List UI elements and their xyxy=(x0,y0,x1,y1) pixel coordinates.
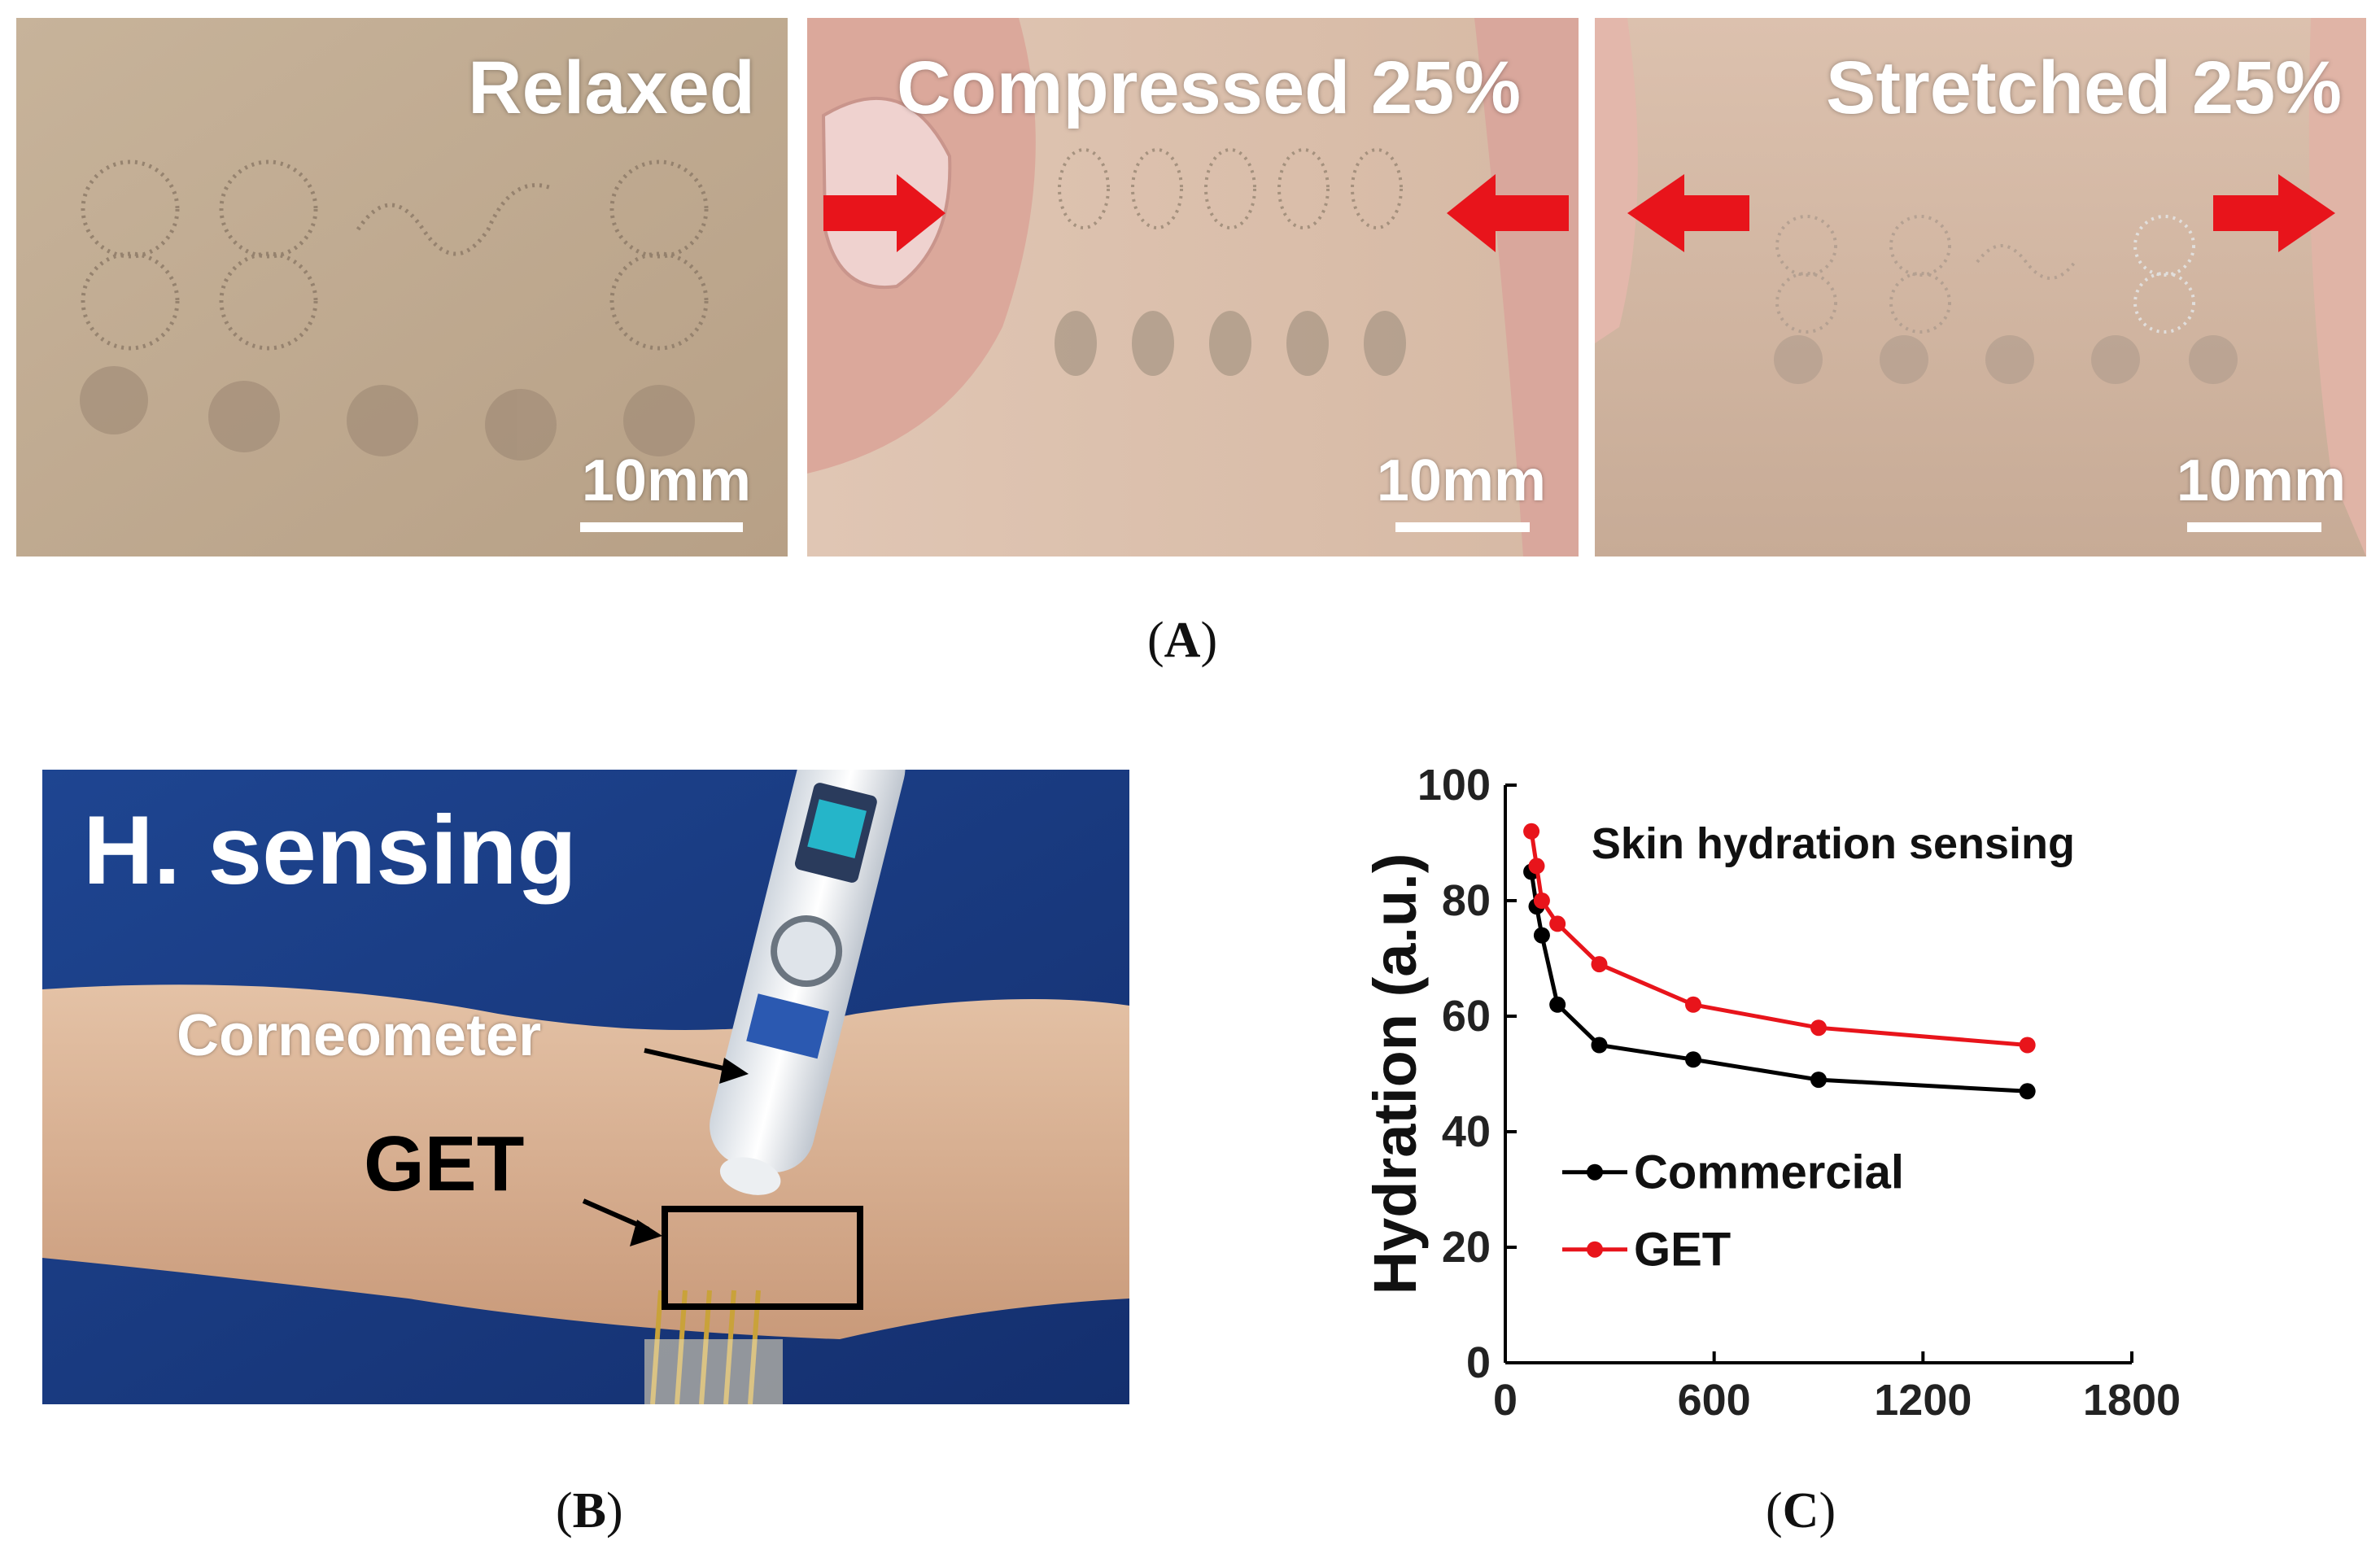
get-label: GET xyxy=(364,1120,525,1207)
corneometer-label: Corneometer xyxy=(177,1003,542,1068)
arrow-right-icon xyxy=(823,174,945,252)
hydration-chart: 0 20 40 60 80 100 0 600 1200 1800 Time (s) Hydratio… xyxy=(1269,749,2360,1490)
state-label: Stretched 25% xyxy=(1825,46,2342,129)
legend-marker xyxy=(1587,1241,1603,1258)
data-point-get xyxy=(1810,1019,1827,1037)
data-point-get xyxy=(1523,823,1540,840)
scale-bar xyxy=(1395,522,1530,532)
state-label: Relaxed xyxy=(468,46,755,129)
panel-label-c: (C) xyxy=(1766,1483,1836,1539)
arrow-right-icon xyxy=(2213,174,2335,252)
data-point-get xyxy=(1685,996,1701,1013)
data-point-get xyxy=(2019,1037,2036,1054)
data-point-commercial xyxy=(1591,1037,1608,1054)
series-line-commercial xyxy=(1529,871,2028,1093)
arrow-left-icon xyxy=(1447,174,1569,252)
x-tick-label: 600 xyxy=(1678,1376,1751,1425)
legend-label: Commercial xyxy=(1634,1146,1904,1199)
photo-arm-image xyxy=(42,770,1129,1404)
photo-hydration-sensing: H. sensing Corneometer GET xyxy=(42,770,1129,1404)
data-point-get xyxy=(1533,893,1550,909)
photo-stretched: Stretched 25% 10mm xyxy=(1595,18,2366,557)
x-tick-label: 1800 xyxy=(2083,1376,2181,1425)
data-point-commercial xyxy=(1549,996,1566,1013)
arrow-icon xyxy=(719,1058,749,1084)
photo-compressed-image xyxy=(807,18,1579,557)
legend-label: GET xyxy=(1634,1224,1731,1277)
scale-label: 10mm xyxy=(581,448,751,513)
scale-label: 10mm xyxy=(1376,448,1546,513)
data-point-get xyxy=(1528,858,1545,875)
x-axis-label: Time (s) xyxy=(1704,1422,1933,1432)
x-tick-label: 1200 xyxy=(1874,1376,1972,1425)
scale-label: 10mm xyxy=(2176,448,2346,513)
panel-label-a: (A) xyxy=(1147,613,1218,668)
photo-compressed: Compressed 25% 10mm xyxy=(807,18,1579,557)
data-point-commercial xyxy=(1810,1072,1827,1089)
chart-title: Skin hydration sensing xyxy=(1592,819,2075,868)
y-tick-label: 0 xyxy=(1466,1338,1491,1387)
arrow-left-icon xyxy=(1627,174,1749,252)
panel-label-b: (B) xyxy=(556,1483,623,1539)
y-tick-label: 80 xyxy=(1442,876,1491,925)
get-region-box xyxy=(662,1206,863,1310)
data-point-commercial xyxy=(1685,1051,1701,1068)
scale-bar xyxy=(2187,522,2321,532)
y-tick-label: 100 xyxy=(1417,761,1491,810)
photo-relaxed: Relaxed 10mm xyxy=(16,18,788,557)
panel-b-title: H. sensing xyxy=(83,796,577,905)
data-point-get xyxy=(1549,915,1566,932)
photo-relaxed-image xyxy=(16,18,788,557)
y-tick-label: 60 xyxy=(1442,992,1491,1041)
data-point-commercial xyxy=(1533,927,1550,944)
arrow-icon xyxy=(630,1220,662,1246)
state-label: Compressed 25% xyxy=(897,46,1521,129)
legend-marker xyxy=(1587,1163,1603,1181)
photo-stretched-image xyxy=(1595,18,2366,557)
y-tick-label: 40 xyxy=(1442,1107,1491,1156)
data-point-commercial xyxy=(2019,1083,2036,1100)
y-tick-label: 20 xyxy=(1442,1223,1491,1272)
chart-svg: 0 20 40 60 80 100 0 600 1200 1800 Time (s) Hydratio… xyxy=(1361,761,2181,1490)
scale-bar xyxy=(580,522,743,532)
y-axis-label: Hydration (a.u.) xyxy=(1361,853,1429,1295)
data-point-get xyxy=(1591,956,1608,973)
x-tick-label: 0 xyxy=(1493,1376,1518,1425)
